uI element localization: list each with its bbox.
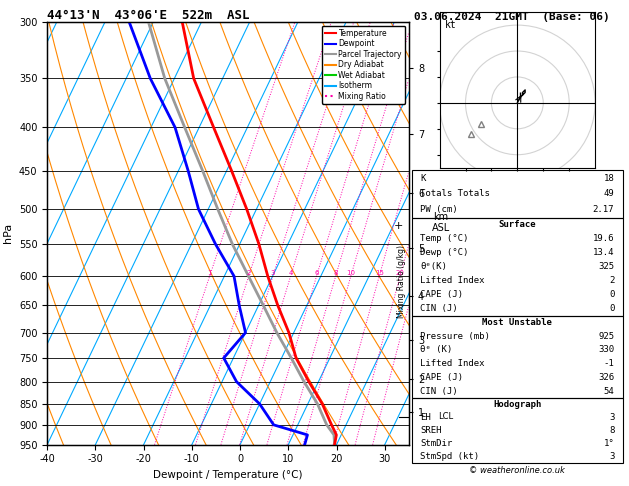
Text: -1: -1 bbox=[604, 359, 615, 368]
Text: 54: 54 bbox=[604, 387, 615, 396]
Bar bbox=[412, 170, 623, 218]
Text: EH: EH bbox=[420, 413, 431, 422]
Text: 925: 925 bbox=[598, 332, 615, 341]
Text: 1°: 1° bbox=[604, 439, 615, 448]
Text: 2: 2 bbox=[247, 270, 251, 276]
Text: CIN (J): CIN (J) bbox=[420, 387, 458, 396]
Text: 6: 6 bbox=[314, 270, 319, 276]
Text: kt: kt bbox=[445, 20, 457, 30]
Text: 10: 10 bbox=[347, 270, 355, 276]
Text: 19.6: 19.6 bbox=[593, 234, 615, 243]
Text: 44°13'N  43°06'E  522m  ASL: 44°13'N 43°06'E 522m ASL bbox=[47, 9, 250, 22]
Text: 3: 3 bbox=[609, 413, 615, 422]
Bar bbox=[412, 218, 623, 315]
Text: 18: 18 bbox=[604, 174, 615, 183]
Bar bbox=[412, 398, 623, 463]
Text: © weatheronline.co.uk: © weatheronline.co.uk bbox=[469, 466, 565, 475]
Bar bbox=[412, 315, 623, 398]
Text: Lifted Index: Lifted Index bbox=[420, 276, 485, 285]
Text: CAPE (J): CAPE (J) bbox=[420, 290, 464, 299]
Text: 03.06.2024  21GMT  (Base: 06): 03.06.2024 21GMT (Base: 06) bbox=[414, 12, 610, 22]
Text: 326: 326 bbox=[598, 373, 615, 382]
Text: 8: 8 bbox=[609, 426, 615, 435]
Text: Temp (°C): Temp (°C) bbox=[420, 234, 469, 243]
Text: 4: 4 bbox=[289, 270, 293, 276]
Text: Surface: Surface bbox=[499, 220, 536, 229]
Text: 3: 3 bbox=[609, 451, 615, 461]
Text: 20: 20 bbox=[396, 270, 404, 276]
Text: 325: 325 bbox=[598, 262, 615, 271]
Text: 15: 15 bbox=[375, 270, 384, 276]
Text: PW (cm): PW (cm) bbox=[420, 205, 458, 214]
Text: StmSpd (kt): StmSpd (kt) bbox=[420, 451, 479, 461]
Text: Most Unstable: Most Unstable bbox=[482, 318, 552, 327]
Text: 0: 0 bbox=[609, 290, 615, 299]
Text: 13.4: 13.4 bbox=[593, 248, 615, 257]
Text: 49: 49 bbox=[604, 190, 615, 198]
Text: 8: 8 bbox=[333, 270, 338, 276]
Y-axis label: km
ASL: km ASL bbox=[431, 212, 450, 233]
Text: 2: 2 bbox=[609, 276, 615, 285]
Text: θᵉ(K): θᵉ(K) bbox=[420, 262, 447, 271]
Text: Pressure (mb): Pressure (mb) bbox=[420, 332, 490, 341]
Text: K: K bbox=[420, 174, 426, 183]
Text: SREH: SREH bbox=[420, 426, 442, 435]
Text: 1: 1 bbox=[208, 270, 212, 276]
Text: 2.17: 2.17 bbox=[593, 205, 615, 214]
Text: StmDir: StmDir bbox=[420, 439, 453, 448]
Text: 0: 0 bbox=[609, 304, 615, 313]
Text: Totals Totals: Totals Totals bbox=[420, 190, 490, 198]
Text: +: + bbox=[394, 221, 403, 231]
X-axis label: Dewpoint / Temperature (°C): Dewpoint / Temperature (°C) bbox=[153, 470, 303, 480]
Text: CAPE (J): CAPE (J) bbox=[420, 373, 464, 382]
Legend: Temperature, Dewpoint, Parcel Trajectory, Dry Adiabat, Wet Adiabat, Isotherm, Mi: Temperature, Dewpoint, Parcel Trajectory… bbox=[321, 26, 405, 104]
Text: Hodograph: Hodograph bbox=[493, 400, 542, 409]
Text: 3: 3 bbox=[270, 270, 275, 276]
Text: CIN (J): CIN (J) bbox=[420, 304, 458, 313]
Text: 330: 330 bbox=[598, 346, 615, 354]
Y-axis label: hPa: hPa bbox=[3, 223, 13, 243]
Text: θᵉ (K): θᵉ (K) bbox=[420, 346, 453, 354]
Text: Mixing Ratio (g/kg): Mixing Ratio (g/kg) bbox=[397, 245, 406, 318]
Text: LCL: LCL bbox=[438, 412, 453, 421]
Text: Lifted Index: Lifted Index bbox=[420, 359, 485, 368]
Text: Dewp (°C): Dewp (°C) bbox=[420, 248, 469, 257]
